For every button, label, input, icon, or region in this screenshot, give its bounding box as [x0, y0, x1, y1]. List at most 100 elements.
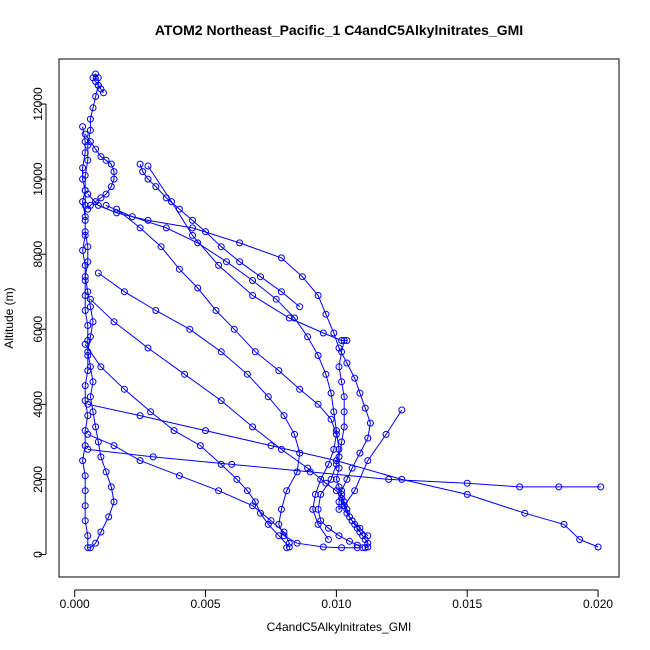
data-point — [84, 156, 92, 164]
data-point — [332, 475, 340, 483]
data-point — [81, 307, 89, 314]
data-point — [81, 130, 89, 138]
data-point — [107, 183, 115, 191]
data-point — [89, 318, 97, 326]
data-point — [314, 292, 322, 299]
data-point — [311, 490, 319, 498]
data-point — [230, 325, 238, 333]
data-point — [325, 536, 332, 543]
data-point — [366, 419, 374, 427]
x-tick-label: 0.005 — [191, 597, 221, 611]
series-layer — [79, 70, 605, 552]
data-point — [144, 162, 152, 170]
series-line — [87, 403, 599, 548]
data-point — [89, 408, 97, 416]
data-point — [79, 246, 87, 254]
data-point — [280, 412, 288, 420]
data-point — [81, 273, 89, 281]
series-line — [87, 193, 403, 511]
data-point — [81, 502, 89, 510]
data-point — [84, 544, 92, 552]
data-point — [139, 168, 147, 176]
series-10 — [84, 445, 605, 491]
data-point — [194, 239, 202, 247]
data-point — [107, 483, 115, 491]
data-point — [330, 329, 338, 337]
data-point — [335, 363, 343, 371]
data-point — [267, 517, 275, 525]
series-line — [147, 165, 369, 549]
data-point — [236, 239, 244, 247]
data-point — [81, 487, 89, 495]
data-point — [361, 404, 369, 412]
data-point — [223, 258, 230, 266]
data-point — [332, 460, 340, 468]
data-point — [338, 494, 346, 502]
data-point — [189, 224, 196, 232]
data-point — [84, 430, 92, 438]
data-point — [136, 412, 144, 420]
series-3 — [84, 190, 406, 513]
series-line — [90, 298, 369, 537]
data-point — [335, 505, 343, 513]
data-point — [152, 307, 160, 314]
data-point — [81, 517, 89, 525]
data-point — [92, 423, 100, 431]
data-point — [97, 453, 105, 461]
series-line — [139, 163, 301, 308]
data-point — [319, 329, 327, 337]
data-point — [92, 93, 100, 100]
data-point — [594, 543, 602, 551]
data-point — [175, 205, 183, 213]
data-point — [314, 352, 322, 359]
data-point — [84, 400, 92, 408]
data-point — [340, 502, 348, 510]
series-9 — [84, 400, 602, 551]
data-point — [162, 224, 170, 232]
data-point — [86, 393, 94, 401]
data-point — [86, 544, 94, 552]
data-point — [353, 544, 361, 552]
data-point — [102, 156, 110, 164]
data-point — [81, 261, 89, 269]
series-line — [84, 344, 290, 548]
data-point — [113, 205, 121, 213]
data-point — [327, 389, 335, 397]
data-point — [327, 415, 335, 423]
data-point — [319, 543, 327, 551]
data-point — [212, 307, 220, 314]
data-point — [84, 445, 92, 453]
data-point — [356, 524, 364, 532]
data-point — [335, 344, 343, 352]
series-7 — [86, 295, 372, 540]
data-point — [92, 198, 100, 206]
y-axis-label: Altitude (m) — [2, 287, 16, 348]
series-8 — [81, 340, 293, 551]
y-tick-label: 0 — [31, 551, 45, 558]
data-point — [217, 397, 225, 405]
series-line — [98, 272, 358, 549]
data-point — [168, 198, 175, 206]
x-tick-label: 0.015 — [452, 597, 482, 611]
data-point — [249, 277, 257, 284]
data-point — [338, 378, 346, 386]
data-point — [332, 430, 340, 438]
data-point — [217, 348, 225, 356]
data-point — [343, 337, 351, 344]
y-tick-label: 10000 — [31, 162, 45, 196]
data-point — [110, 175, 118, 183]
data-point — [306, 468, 314, 476]
series-11 — [84, 430, 293, 552]
data-point — [81, 216, 89, 224]
data-point — [338, 544, 346, 552]
data-point — [189, 216, 196, 224]
data-point — [322, 370, 330, 378]
data-point — [120, 288, 128, 296]
series-13 — [136, 160, 304, 311]
data-point — [217, 243, 225, 251]
series-12 — [81, 130, 118, 213]
data-point — [348, 517, 356, 525]
y-tick-label: 2000 — [31, 466, 45, 493]
data-point — [351, 487, 359, 495]
data-point — [136, 160, 144, 168]
